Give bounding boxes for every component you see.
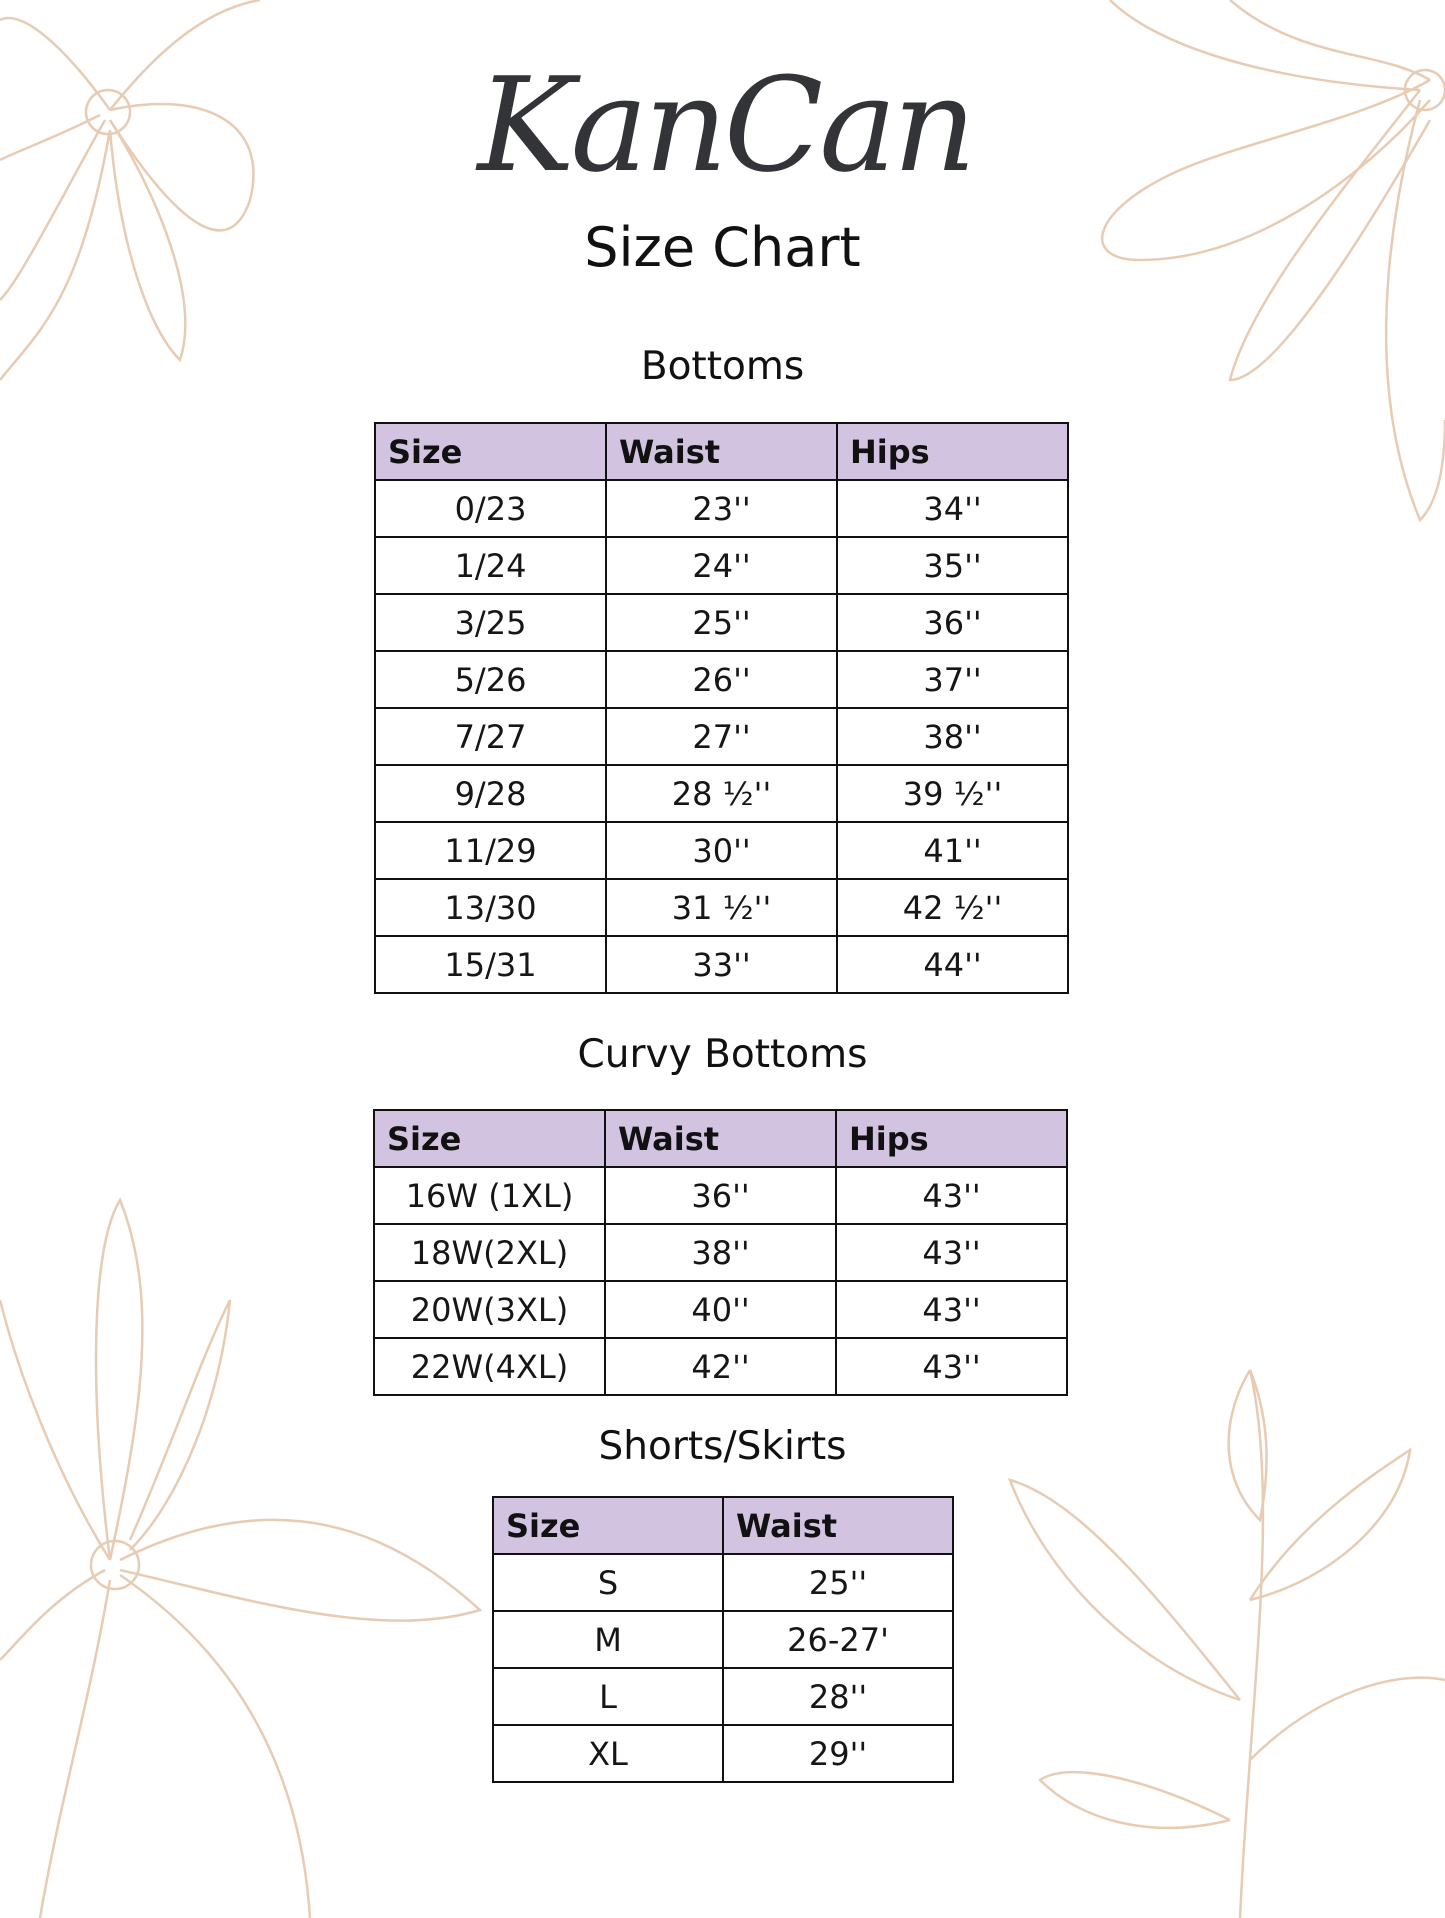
cell-hips: 39 ½''	[836, 764, 1069, 823]
table-row: 11/29 30'' 41''	[374, 821, 1069, 880]
cell-hips: 43''	[835, 1337, 1068, 1396]
table-row: 0/23 23'' 34''	[374, 479, 1069, 538]
cell-waist: 23''	[605, 479, 838, 538]
table-row: S 25''	[492, 1553, 954, 1612]
cell-size: 13/30	[374, 878, 607, 937]
cell-hips: 44''	[836, 935, 1069, 994]
cell-hips: 43''	[835, 1223, 1068, 1282]
cell-size: 0/23	[374, 479, 607, 538]
flower-top-left	[0, 0, 261, 381]
section-heading-bottoms: Bottoms	[640, 344, 805, 389]
cell-size: 15/31	[374, 935, 607, 994]
flower-bottom-left	[0, 1197, 483, 1918]
section-heading-curvy-bottoms: Curvy Bottoms	[577, 1032, 868, 1077]
table-row: 18W(2XL) 38'' 43''	[373, 1223, 1068, 1282]
cell-waist: 28 ½''	[605, 764, 838, 823]
table-row: M 26-27'	[492, 1610, 954, 1669]
cell-hips: 35''	[836, 536, 1069, 595]
column-header-size: Size	[374, 422, 607, 481]
cell-waist: 25''	[722, 1553, 954, 1612]
table-row: 22W(4XL) 42'' 43''	[373, 1337, 1068, 1396]
logo-wordmark: KanCan	[475, 50, 972, 201]
cell-waist: 25''	[605, 593, 838, 652]
cell-size: 11/29	[374, 821, 607, 880]
cell-waist: 29''	[722, 1724, 954, 1783]
cell-size: 7/27	[374, 707, 607, 766]
cell-waist: 33''	[605, 935, 838, 994]
cell-waist: 27''	[605, 707, 838, 766]
cell-size: 5/26	[374, 650, 607, 709]
cell-hips: 41''	[836, 821, 1069, 880]
cell-waist: 36''	[604, 1166, 837, 1225]
table-row: XL 29''	[492, 1724, 954, 1783]
cell-size: 9/28	[374, 764, 607, 823]
column-header-waist: Waist	[722, 1496, 954, 1555]
table-row: 7/27 27'' 38''	[374, 707, 1069, 766]
cell-size: XL	[492, 1724, 724, 1783]
cell-size: 20W(3XL)	[373, 1280, 606, 1339]
cell-hips: 42 ½''	[836, 878, 1069, 937]
curvy-bottoms-size-table: Size Waist Hips 16W (1XL) 36'' 43'' 18W(2XL) 38…	[373, 1109, 1068, 1396]
brand-logo: KanCan	[475, 50, 976, 201]
leaves-bottom-right	[1007, 1369, 1445, 1918]
flower-top-right	[1100, 0, 1445, 523]
cell-hips: 34''	[836, 479, 1069, 538]
cell-waist: 26-27'	[722, 1610, 954, 1669]
column-header-waist: Waist	[605, 422, 838, 481]
cell-hips: 37''	[836, 650, 1069, 709]
cell-size: 3/25	[374, 593, 607, 652]
column-header-hips: Hips	[836, 422, 1069, 481]
cell-size: 1/24	[374, 536, 607, 595]
cell-size: 22W(4XL)	[373, 1337, 606, 1396]
table-row: 9/28 28 ½'' 39 ½''	[374, 764, 1069, 823]
table-row: 15/31 33'' 44''	[374, 935, 1069, 994]
cell-waist: 40''	[604, 1280, 837, 1339]
table-header-row: Size Waist	[492, 1496, 954, 1555]
table-row: 20W(3XL) 40'' 43''	[373, 1280, 1068, 1339]
shorts-skirts-size-table: Size Waist S 25'' M 26-27' L 28'' XL 29''	[492, 1496, 954, 1783]
column-header-waist: Waist	[604, 1109, 837, 1168]
cell-waist: 24''	[605, 536, 838, 595]
cell-waist: 30''	[605, 821, 838, 880]
table-row: 16W (1XL) 36'' 43''	[373, 1166, 1068, 1225]
cell-size: 16W (1XL)	[373, 1166, 606, 1225]
column-header-size: Size	[492, 1496, 724, 1555]
cell-size: 18W(2XL)	[373, 1223, 606, 1282]
table-header-row: Size Waist Hips	[374, 422, 1069, 481]
cell-size: S	[492, 1553, 724, 1612]
column-header-hips: Hips	[835, 1109, 1068, 1168]
table-row: 1/24 24'' 35''	[374, 536, 1069, 595]
table-row: 13/30 31 ½'' 42 ½''	[374, 878, 1069, 937]
cell-waist: 31 ½''	[605, 878, 838, 937]
bottoms-size-table: Size Waist Hips 0/23 23'' 34'' 1/24 24'' 35'' 3/2…	[374, 422, 1069, 994]
cell-waist: 26''	[605, 650, 838, 709]
cell-waist: 38''	[604, 1223, 837, 1282]
page-title: Size Chart	[584, 216, 861, 279]
cell-size: M	[492, 1610, 724, 1669]
table-row: L 28''	[492, 1667, 954, 1726]
section-heading-shorts-skirts: Shorts/Skirts	[598, 1424, 847, 1469]
cell-hips: 43''	[835, 1280, 1068, 1339]
cell-size: L	[492, 1667, 724, 1726]
cell-hips: 36''	[836, 593, 1069, 652]
cell-hips: 38''	[836, 707, 1069, 766]
table-row: 3/25 25'' 36''	[374, 593, 1069, 652]
cell-waist: 28''	[722, 1667, 954, 1726]
column-header-size: Size	[373, 1109, 606, 1168]
table-header-row: Size Waist Hips	[373, 1109, 1068, 1168]
cell-hips: 43''	[835, 1166, 1068, 1225]
cell-waist: 42''	[604, 1337, 837, 1396]
table-row: 5/26 26'' 37''	[374, 650, 1069, 709]
